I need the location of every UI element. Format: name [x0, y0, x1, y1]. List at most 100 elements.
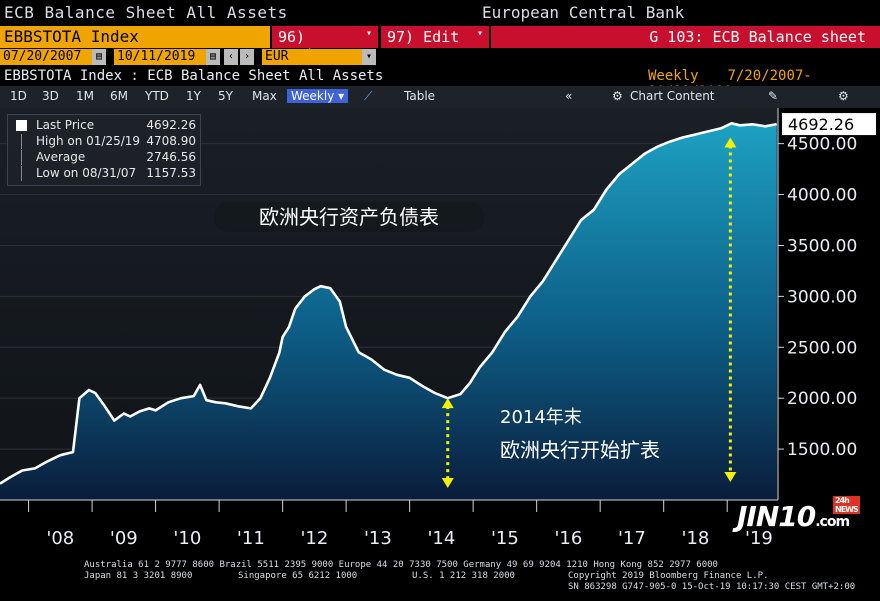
- ticker-field[interactable]: EBBSTOTA Index: [0, 26, 270, 48]
- x-tick-label: '12: [300, 528, 328, 549]
- legend-value: 2746.56: [146, 150, 196, 164]
- annotation-note-line2: 欧洲央行开始扩表: [500, 438, 660, 462]
- line-chart-icon[interactable]: ⟋: [364, 89, 373, 103]
- arrow-2019-head: [724, 137, 737, 148]
- frequency-select[interactable]: Weekly ▾: [287, 89, 349, 103]
- arrow-2014-head: [441, 478, 454, 488]
- logo-tag: 24h NEWS: [833, 496, 860, 514]
- x-tick-label: '14: [427, 528, 455, 549]
- chevron-down-icon: ▾: [365, 28, 372, 39]
- period-max[interactable]: Max: [252, 89, 277, 103]
- period-3d[interactable]: 3D: [42, 89, 59, 103]
- legend-connector: [21, 134, 22, 149]
- chevron-down-icon: ▾: [476, 28, 483, 39]
- currency-select[interactable]: EUR: [262, 49, 362, 65]
- jin10-logo: JIN10.com 24h NEWS: [737, 496, 860, 533]
- footer-line1: Australia 61 2 9777 8600 Brazil 5511 239…: [84, 560, 718, 570]
- x-tick-label: '08: [46, 528, 74, 549]
- legend-connector: [21, 150, 22, 165]
- x-tick-label: '18: [682, 528, 710, 549]
- last-value-marker: 4692.26: [782, 113, 876, 136]
- legend-label: Average: [36, 150, 86, 164]
- gear-icon[interactable]: ⚙: [838, 89, 849, 103]
- legend-value: 4692.26: [146, 118, 196, 132]
- period-ytd[interactable]: YTD: [145, 89, 169, 103]
- period-5y[interactable]: 5Y: [218, 89, 233, 103]
- legend-label: Low on 08/31/07: [36, 166, 137, 180]
- x-tick-label: '10: [173, 528, 201, 549]
- chart-content-button[interactable]: Chart Content: [630, 89, 715, 103]
- frequency-label: Weekly: [648, 68, 699, 84]
- x-tick-label: '13: [364, 528, 392, 549]
- calendar-icon[interactable]: ▤: [206, 49, 220, 65]
- legend: Last Price 4692.26 High on 01/25/19 4708…: [7, 114, 201, 186]
- last-value-label: 4692.26: [788, 115, 854, 134]
- data-source: European Central Bank: [482, 3, 685, 22]
- weekly-label: Weekly: [291, 89, 335, 103]
- legend-value: 1157.53: [146, 166, 196, 180]
- annotation-note-line1: 2014年末: [500, 407, 582, 428]
- x-tick-label: '15: [491, 528, 519, 549]
- legend-value: 4708.90: [146, 134, 196, 148]
- actions-button[interactable]: 96) Actions ▾: [272, 26, 378, 64]
- next-arrow-icon[interactable]: ›: [240, 49, 254, 65]
- arrow-2019-head: [724, 472, 737, 482]
- y-tick-label: 4000.00: [787, 186, 857, 206]
- title-bar: ECB Balance Sheet All Assets European Ce…: [0, 0, 880, 26]
- edit-pen-icon[interactable]: ✎: [768, 89, 779, 103]
- footer-copyright: Copyright 2019 Bloomberg Finance L.P.: [568, 571, 769, 581]
- x-tick-label: '11: [237, 528, 265, 549]
- legend-low: Low on 08/31/07 1157.53: [14, 166, 198, 181]
- y-tick-label: 4500.00: [787, 135, 857, 155]
- edit-button[interactable]: 97) Edit ▾: [381, 26, 489, 48]
- legend-label: Last Price: [36, 118, 95, 132]
- y-axis: 1500.00 2000.00 2500.00 3000.00 3500.00 4000.…: [777, 108, 857, 500]
- start-date-input[interactable]: 07/20/2007: [0, 49, 92, 65]
- last-value-box: [782, 113, 876, 136]
- annotation-arrows: [441, 137, 737, 488]
- chart-toolbar: 1D 3D 1M 6M YTD 1Y 5Y Max Weekly ▾ ⟋ Tab…: [0, 86, 880, 108]
- calendar-icon[interactable]: ▤: [92, 49, 106, 65]
- y-tick-label: 3000.00: [787, 287, 857, 307]
- legend-last-price: Last Price 4692.26: [14, 118, 198, 133]
- legend-connector: [21, 166, 22, 181]
- series-subtitle: EBBSTOTA Index : ECB Balance Sheet All A…: [4, 68, 384, 84]
- annotation-title: 欧洲央行资产负债表: [214, 202, 484, 232]
- legend-average: Average 2746.56: [14, 150, 198, 165]
- arrow-2014-head: [441, 398, 454, 409]
- y-tick-label: 1500.00: [787, 440, 857, 460]
- x-tick-label: '09: [110, 528, 138, 549]
- footer-serial: SN 863298 G747-905-0 15-Oct-19 10:17:30 …: [568, 582, 856, 592]
- page-code: G 103: ECB Balance sheet: [491, 26, 880, 48]
- collapse-icon[interactable]: «: [565, 89, 573, 103]
- info-row: EBBSTOTA Index : ECB Balance Sheet All A…: [0, 66, 880, 100]
- footer: Australia 61 2 9777 8600 Brazil 5511 239…: [0, 556, 880, 601]
- chart-title: ECB Balance Sheet All Assets: [4, 3, 288, 22]
- chevron-down-icon[interactable]: ▾: [362, 49, 376, 65]
- y-tick-label: 2500.00: [787, 338, 857, 358]
- table-button[interactable]: Table: [404, 89, 436, 103]
- end-date-input[interactable]: 10/11/2019: [114, 49, 206, 65]
- footer-singapore: Singapore 65 6212 1000: [238, 571, 358, 581]
- series-line: [0, 122, 777, 485]
- command-row: EBBSTOTA Index 96) Actions ▾ 97) Edit ▾ …: [0, 26, 880, 64]
- footer-japan: Japan 81 3 3201 8900: [84, 571, 193, 581]
- period-1y[interactable]: 1Y: [186, 89, 201, 103]
- series-area: [0, 123, 777, 501]
- prev-arrow-icon[interactable]: ‹: [224, 49, 238, 65]
- x-tick-label: '16: [554, 528, 582, 549]
- y-tick-label: 2000.00: [787, 389, 857, 409]
- date-row: 07/20/2007 ▤ 10/11/2019 ▤ ‹ › EUR ▾: [0, 48, 880, 66]
- legend-swatch: [16, 120, 27, 131]
- x-axis: '08 '09 '10 '11 '12 '13 '14 '15 '16 '17 '18 '19: [0, 499, 778, 549]
- legend-high: High on 01/25/19 4708.90: [14, 134, 198, 149]
- logo-suffix: .com: [815, 514, 850, 530]
- logo-brand: JIN10: [737, 500, 816, 533]
- period-6m[interactable]: 6M: [110, 89, 128, 103]
- x-tick-label: '19: [745, 528, 773, 549]
- edit-label: 97) Edit: [387, 28, 460, 46]
- footer-us: U.S. 1 212 318 2000: [412, 571, 515, 581]
- period-1d[interactable]: 1D: [10, 89, 27, 103]
- x-tick-label: '17: [618, 528, 646, 549]
- period-1m[interactable]: 1M: [76, 89, 94, 103]
